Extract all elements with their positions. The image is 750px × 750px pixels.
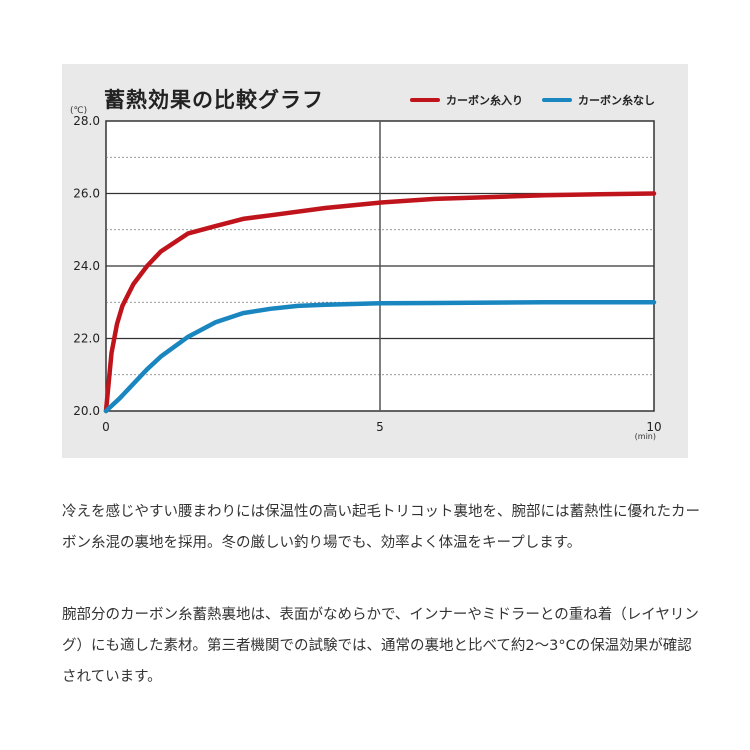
y-tick-label: 22.0 <box>73 332 100 346</box>
legend-item-no-carbon: カーボン糸なし <box>542 92 655 108</box>
legend-item-carbon: カーボン糸入り <box>410 92 523 108</box>
y-tick-label: 20.0 <box>73 404 100 418</box>
y-tick-label: 28.0 <box>73 114 100 128</box>
chart-plot: 20.0 22.0 24.0 26.0 28.0 0 5 10 (min) <box>73 114 661 441</box>
legend-swatch-no-carbon <box>542 98 572 102</box>
description-paragraph-1: 冷えを感じやすい腰まわりには保温性の高い起毛トリコット裏地を、腕部には蓄熱性に優… <box>62 504 700 551</box>
y-tick-label: 24.0 <box>73 259 100 273</box>
description-paragraph-2: 腕部分のカーボン糸蓄熱裏地は、表面がなめらかで、インナーやミドラーとの重ね着（レ… <box>62 607 699 685</box>
legend-label-no-carbon: カーボン糸なし <box>578 94 655 107</box>
x-tick-label: 0 <box>102 420 110 434</box>
x-tick-label: 5 <box>376 420 384 434</box>
x-tick-labels: 0 5 10 <box>102 420 661 434</box>
legend-label-carbon: カーボン糸入り <box>446 94 523 107</box>
y-unit-label: (℃) <box>70 106 88 116</box>
series-line-1 <box>103 300 657 414</box>
chart-panel: 蓄熱効果の比較グラフ カーボン糸入り カーボン糸なし (℃) 20.0 22.0 2… <box>62 64 688 458</box>
x-unit-label: (min) <box>635 432 656 441</box>
series-group <box>103 191 657 414</box>
legend-swatch-carbon <box>410 98 440 102</box>
x-tick-label: 10 <box>646 420 661 434</box>
chart-title: 蓄熱効果の比較グラフ <box>104 88 324 112</box>
series-line-0 <box>103 191 657 414</box>
y-tick-label: 26.0 <box>73 187 100 201</box>
y-tick-labels: 20.0 22.0 24.0 26.0 28.0 <box>73 114 100 418</box>
